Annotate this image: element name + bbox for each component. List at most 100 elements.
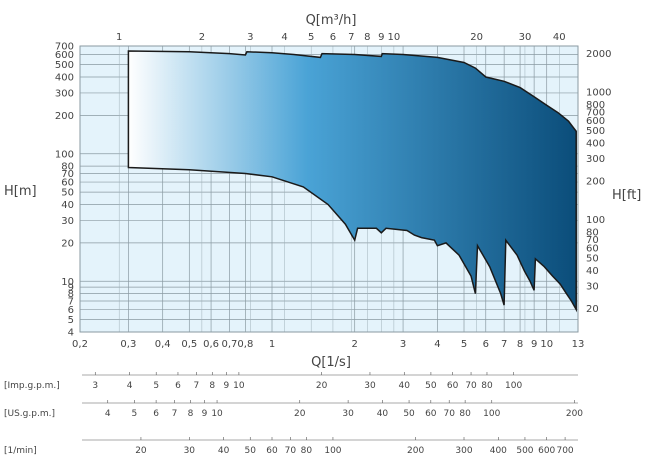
scale-tick-label: 3 (92, 381, 98, 391)
scale-tick-label: 30 (184, 446, 196, 456)
scale-tick-label: 100 (483, 409, 500, 419)
scale-tick-label: 8 (209, 381, 215, 391)
scale-tick-label: 50 (245, 446, 257, 456)
y-tick-label: 100 (55, 149, 74, 160)
x-axis-label: Q[1/s] (311, 355, 351, 370)
scale-tick-label: 40 (399, 381, 411, 391)
scale-label: [US.g.p.m.] (4, 409, 55, 419)
scale-tick-label: 6 (153, 409, 159, 419)
right-tick-label: 400 (586, 138, 605, 149)
scale-tick-label: 80 (481, 381, 493, 391)
scale-tick-label: 70 (443, 409, 455, 419)
top-tick-label: 9 (378, 32, 384, 43)
y-tick-label: 700 (55, 42, 74, 53)
right-tick-label: 40 (586, 266, 599, 277)
top-tick-label: 1 (116, 32, 122, 43)
scale-tick-label: 20 (294, 409, 306, 419)
scale-tick-label: 20 (316, 381, 328, 391)
scale-label: [Imp.g.p.m.] (4, 381, 60, 391)
top-axis-label: Q[m³/h] (306, 13, 357, 28)
x-tick-label: 0,4 (155, 339, 171, 350)
x-tick-label: 5 (461, 339, 467, 350)
x-tick-label: 0,3 (120, 339, 136, 350)
scale-tick-label: 5 (131, 409, 137, 419)
top-axis-ticks: 1 2 3 4 5 6 7 8 9 10 20 30 40 (116, 32, 566, 43)
right-tick-label: 300 (586, 154, 605, 165)
scale-tick-label: 100 (324, 446, 341, 456)
scale-tick-label: 9 (202, 409, 208, 419)
top-tick-label: 8 (364, 32, 370, 43)
scale-tick-label: 400 (490, 446, 507, 456)
y-tick-label: 8 (68, 289, 74, 300)
scale-tick-label: 7 (172, 409, 178, 419)
scale-tick-label: 40 (377, 409, 389, 419)
right-tick-label: 80 (586, 227, 599, 238)
scale-tick-label: 8 (188, 409, 194, 419)
x-tick-label: 0,2 (72, 339, 88, 350)
y-tick-label: 6 (68, 305, 74, 316)
y-tick-label: 9 (68, 283, 74, 294)
right-tick-label: 500 (586, 126, 605, 137)
y-tick-label: 20 (61, 238, 74, 249)
x-tick-label: 4 (434, 339, 440, 350)
x-tick-label: 0,5 (181, 339, 197, 350)
scale-tick-label: 20 (135, 446, 147, 456)
scale-tick-label: 6 (175, 381, 181, 391)
scale-tick-label: 10 (211, 409, 223, 419)
scale-tick-label: 4 (105, 409, 111, 419)
y-tick-label: 500 (55, 60, 74, 71)
top-tick-label: 30 (519, 32, 532, 43)
scale-tick-label: 300 (455, 446, 472, 456)
right-tick-label: 30 (586, 282, 599, 293)
scale-tick-label: 60 (266, 446, 278, 456)
scale-tick-label: 80 (301, 446, 313, 456)
scale-tick-label: 10 (233, 381, 245, 391)
scale-tick-label: 50 (403, 409, 415, 419)
scale-tick-label: 100 (505, 381, 522, 391)
x-tick-label: 0,8 (237, 339, 253, 350)
y-tick-label: 400 (55, 72, 74, 83)
x-tick-label: 13 (572, 339, 585, 350)
scale-tick-label: 70 (465, 381, 477, 391)
scale-tick-label: 30 (342, 409, 354, 419)
x-tick-label: 1 (269, 339, 275, 350)
top-tick-label: 20 (470, 32, 483, 43)
top-tick-label: 7 (348, 32, 354, 43)
scale-tick-label: 9 (223, 381, 229, 391)
scale-tick-label: 80 (459, 409, 471, 419)
right-tick-label: 200 (586, 177, 605, 188)
x-tick-label: 2 (352, 339, 358, 350)
top-tick-label: 10 (388, 32, 401, 43)
right-tick-label: 1000 (586, 88, 611, 99)
performance-envelope (127, 50, 577, 313)
top-tick-label: 4 (281, 32, 287, 43)
scale-tick-label: 700 (556, 446, 573, 456)
right-tick-label: 700 (586, 107, 605, 118)
x-tick-label: 6 (483, 339, 489, 350)
x-tick-label: 0,6 (203, 339, 219, 350)
y-tick-label: 40 (61, 200, 74, 211)
scale-label: [1/min] (4, 446, 37, 456)
scale-tick-label: 200 (566, 409, 583, 419)
scale-tick-label: 50 (425, 381, 437, 391)
y-axis-label: H[m] (4, 184, 37, 199)
y-tick-label: 300 (55, 88, 74, 99)
plot-border (79, 45, 579, 333)
scale-tick-label: 60 (425, 409, 437, 419)
top-tick-label: 5 (308, 32, 314, 43)
scale-tick-label: 200 (407, 446, 424, 456)
right-tick-label: 20 (586, 304, 599, 315)
top-tick-label: 3 (247, 32, 253, 43)
y-tick-label: 50 (61, 188, 74, 199)
scale-tick-label: 70 (285, 446, 297, 456)
x-tick-label: 0,7 (222, 339, 238, 350)
right-tick-label: 600 (586, 116, 605, 127)
y-tick-label: 60 (61, 178, 74, 189)
y-tick-label: 30 (61, 216, 74, 227)
scale-tick-label: 40 (218, 446, 230, 456)
scale-tick-label: 7 (193, 381, 199, 391)
y-tick-label: 80 (61, 162, 74, 173)
